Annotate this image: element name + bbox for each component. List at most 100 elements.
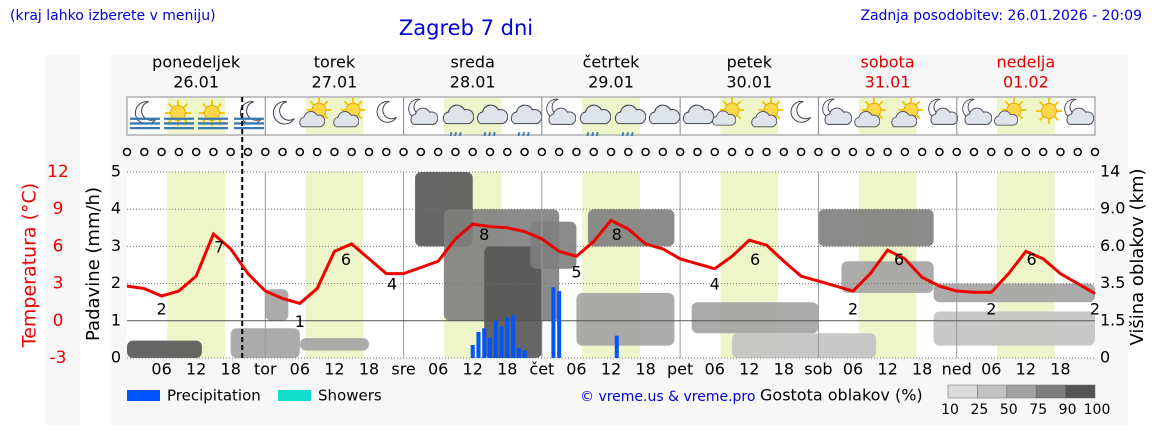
credit: © vreme.us & vreme.pro — [580, 389, 755, 405]
day-name: sobota — [860, 53, 914, 72]
x-tick-label: 18 — [912, 360, 932, 379]
x-tick-label: čet — [529, 360, 554, 379]
wind-calm — [122, 147, 132, 157]
wind-calm — [572, 147, 581, 157]
precip-bar — [499, 326, 504, 358]
wind-calm — [347, 147, 356, 157]
wind-calm — [209, 147, 218, 157]
x-tick-label: 12 — [186, 360, 206, 379]
wind-calm — [451, 147, 460, 157]
day-date: 28.01 — [450, 73, 496, 92]
density-swatch — [1035, 384, 1066, 399]
precip-bar — [505, 317, 510, 358]
x-tick-label: 06 — [705, 360, 725, 379]
wind-calm — [1090, 147, 1100, 157]
day-name: nedelja — [997, 53, 1056, 72]
cloud-layer — [576, 292, 675, 346]
precip-bar — [488, 337, 492, 358]
precip-bar — [470, 344, 475, 358]
wind-calm — [261, 147, 270, 157]
density-label: 100 — [1084, 402, 1111, 418]
x-tick-label: 06 — [428, 360, 448, 379]
wind-calm — [917, 147, 927, 157]
wind-calm — [658, 147, 668, 157]
temp-extreme: 2 — [986, 300, 996, 319]
wind-calm — [485, 147, 495, 157]
temp-tick-label: 3 — [53, 274, 64, 294]
temp-extreme: 1 — [295, 312, 305, 331]
x-tick-label: 18 — [359, 360, 379, 379]
left-panel — [45, 55, 80, 425]
temperature-line — [126, 218, 1096, 306]
x-tick-label: pet — [667, 360, 693, 379]
density-swatch — [1006, 384, 1037, 399]
x-tick-label: 06 — [566, 360, 586, 379]
wind-calm — [727, 147, 737, 157]
legend-swatch — [127, 390, 160, 401]
cloud-tick-label: 9.0 — [1100, 199, 1125, 218]
cloud-tick-label: 1.5 — [1100, 310, 1125, 329]
wind-calm — [969, 147, 979, 157]
cloud-layer — [933, 283, 1095, 303]
legend-label: Showers — [318, 387, 382, 405]
wind-calm — [278, 147, 287, 157]
wind-calm — [796, 147, 806, 157]
day-date: 30.01 — [726, 73, 772, 92]
temp-extreme: 6 — [894, 250, 904, 269]
temp-extreme: 5 — [571, 262, 581, 281]
cloud-layer — [127, 340, 202, 358]
temp-extreme: 2 — [848, 300, 858, 319]
temp-extreme: 7 — [214, 238, 224, 257]
x-tick-label: 12 — [601, 360, 621, 379]
density-label: 50 — [1000, 402, 1018, 418]
wind-calm — [675, 147, 685, 157]
wind-calm — [779, 147, 789, 157]
y-tick-label: 2 — [111, 273, 121, 292]
temp-extreme: 2 — [156, 300, 166, 319]
cloud-axis-label: Višina oblakov (km) — [1127, 168, 1148, 345]
day-date: 01.02 — [1003, 73, 1049, 92]
legend-swatch — [278, 390, 311, 401]
y-tick-label: 5 — [111, 162, 121, 181]
cloud-layer — [732, 333, 877, 358]
cloud-tick-label: 14 — [1100, 162, 1120, 181]
cloud-layer — [818, 209, 934, 247]
precip-bar — [482, 328, 487, 358]
x-tick-label: sre — [391, 360, 415, 379]
wind-calm — [589, 147, 598, 157]
day-name: sreda — [451, 53, 495, 72]
day-date: 27.01 — [312, 73, 358, 92]
cloud-layer — [841, 261, 934, 293]
wind-calm — [330, 147, 339, 157]
wind-calm — [1021, 147, 1031, 157]
day-date: 31.01 — [865, 73, 911, 92]
cloud-layer — [933, 311, 1095, 346]
x-tick-label: 18 — [1050, 360, 1070, 379]
temp-tick-label: 12 — [47, 162, 69, 182]
wind-calm — [433, 147, 443, 157]
day-name: petek — [727, 53, 773, 72]
wind-calm — [191, 147, 201, 157]
density-label: 25 — [970, 402, 988, 418]
icon — [1034, 96, 1064, 126]
wind-calm — [382, 147, 391, 157]
precip-bar — [493, 320, 498, 358]
cloud-layer — [530, 221, 577, 269]
day-date: 26.01 — [173, 73, 219, 92]
x-tick-label: 06 — [290, 360, 310, 379]
wind-calm — [399, 147, 408, 157]
note: (kraj lahko izberete v meniju) — [10, 8, 216, 24]
y-axis-label: Padavine (mm/h) — [83, 187, 104, 341]
wind-calm — [468, 147, 477, 157]
x-tick-label: 12 — [739, 360, 759, 379]
day-date: 29.01 — [588, 73, 634, 92]
x-tick-label: 12 — [1016, 360, 1036, 379]
temp-extreme: 6 — [750, 250, 760, 269]
temp-extreme: 8 — [612, 225, 622, 244]
x-tick-label: 06 — [981, 360, 1001, 379]
wind-calm — [745, 147, 754, 157]
wind-calm — [935, 147, 944, 157]
wind-calm — [174, 147, 184, 157]
y-tick-label: 3 — [111, 236, 121, 255]
wind-calm — [416, 147, 426, 157]
